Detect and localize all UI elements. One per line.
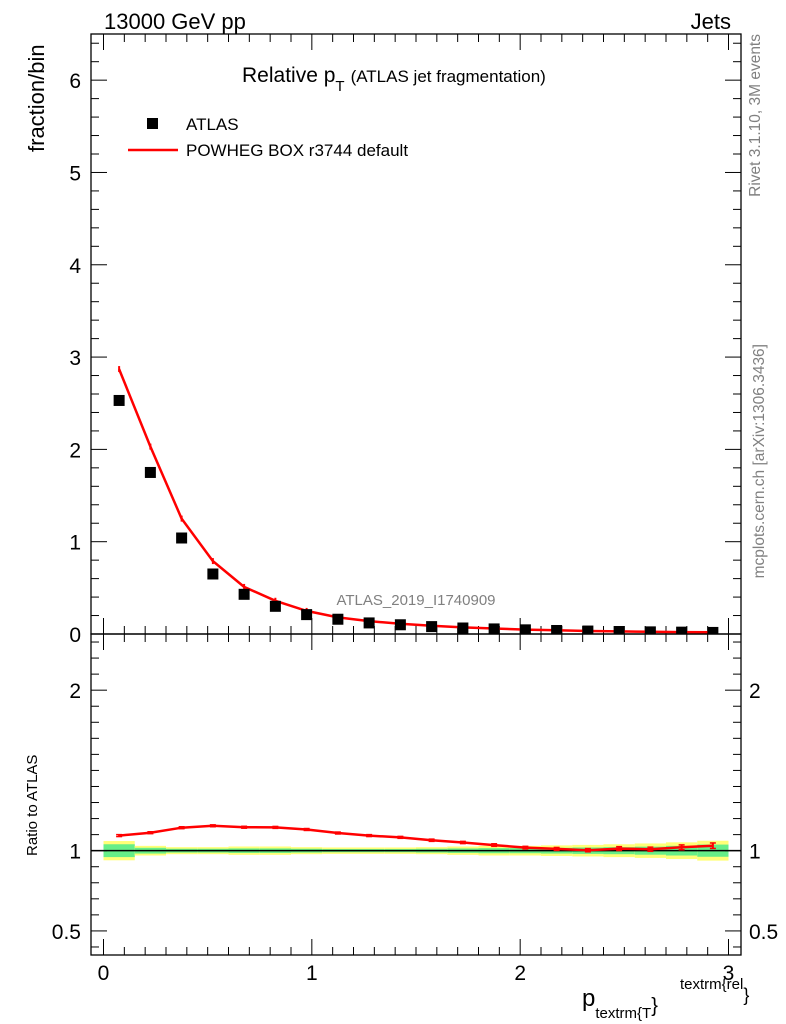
main-plot: 0 1 2 3 4 5 6 <box>69 33 742 647</box>
x-tick-label: 3 <box>723 962 735 985</box>
data-series <box>113 394 719 634</box>
x-axis-label-main: p <box>582 985 595 1012</box>
legend-mc-label: POWHEG BOX r3744 default <box>186 141 408 160</box>
data-point <box>707 626 719 634</box>
y-tick-label: 1 <box>69 532 81 555</box>
x-axis-label-close: } <box>651 995 658 1017</box>
y-axis-label-main: fraction/bin <box>24 44 49 152</box>
title-main: Relative p <box>242 64 335 87</box>
y-tick-label: 5 <box>69 162 81 185</box>
header-left: 13000 GeV pp <box>104 9 246 34</box>
data-point <box>519 624 531 634</box>
x-tick-label: 0 <box>98 962 110 985</box>
ratio-line <box>118 824 713 852</box>
y-tick-label: 4 <box>69 255 81 278</box>
data-point <box>488 623 500 634</box>
y-axis-label-ratio: Ratio to ATLAS <box>24 755 41 856</box>
plot-frame <box>90 633 742 956</box>
x-axis-label-sup-text: textrm{rel <box>680 976 743 993</box>
legend-data-label: ATLAS <box>186 115 239 134</box>
data-point <box>144 466 156 478</box>
data-point <box>426 621 438 633</box>
data-point <box>551 624 563 634</box>
chart-title: Relative pT (ATLAS jet fragmentation) <box>242 64 546 95</box>
data-point <box>207 568 219 580</box>
data-point <box>613 626 625 634</box>
ratio-series <box>116 824 716 853</box>
data-point <box>676 626 688 634</box>
data-point <box>332 613 344 625</box>
data-point <box>301 609 313 621</box>
analysis-watermark: ATLAS_2019_I1740909 <box>336 592 495 609</box>
data-point <box>363 617 375 629</box>
x-axis-label-sup-close: } <box>743 985 749 1005</box>
x-axis-label-sup: textrm{rel} <box>680 976 749 1005</box>
legend: ATLAS POWHEG BOX r3744 default <box>128 115 408 160</box>
x-axis-label-sub: textrm{T <box>595 1005 651 1022</box>
y-tick-label-right: 0.5 <box>749 921 778 944</box>
data-point <box>238 588 250 600</box>
y-tick-label: 6 <box>69 70 81 93</box>
y-tick-label-right: 2 <box>749 680 761 703</box>
data-point <box>176 532 188 544</box>
data-point <box>644 626 656 634</box>
y-tick-label: 0.5 <box>52 921 81 944</box>
title-sub: T <box>335 78 344 95</box>
x-axis-label: ptextrm{T} <box>582 985 658 1022</box>
legend-data-marker <box>147 118 158 129</box>
ratio-plot: 0.5 0.5 1 1 2 2 0 1 2 3 <box>52 633 778 985</box>
x-tick-label: 2 <box>514 962 526 985</box>
y-tick-label: 1 <box>69 841 81 864</box>
title-suffix: (ATLAS jet fragmentation) <box>351 67 546 86</box>
data-point <box>394 619 406 631</box>
data-point <box>113 394 125 406</box>
data-point <box>269 600 281 612</box>
rivet-label: Rivet 3.1.10, 3M events <box>747 34 764 197</box>
header-right: Jets <box>691 9 731 34</box>
data-point <box>457 622 469 634</box>
data-point <box>582 625 594 634</box>
mcplots-label: mcplots.cern.ch [arXiv:1306.3436] <box>751 344 768 578</box>
x-tick-label: 1 <box>306 962 318 985</box>
y-tick-label: 2 <box>69 680 81 703</box>
y-tick-label-right: 1 <box>749 841 761 864</box>
y-tick-label: 2 <box>69 439 81 462</box>
y-tick-label: 0 <box>69 624 81 647</box>
y-tick-label: 3 <box>69 347 81 370</box>
